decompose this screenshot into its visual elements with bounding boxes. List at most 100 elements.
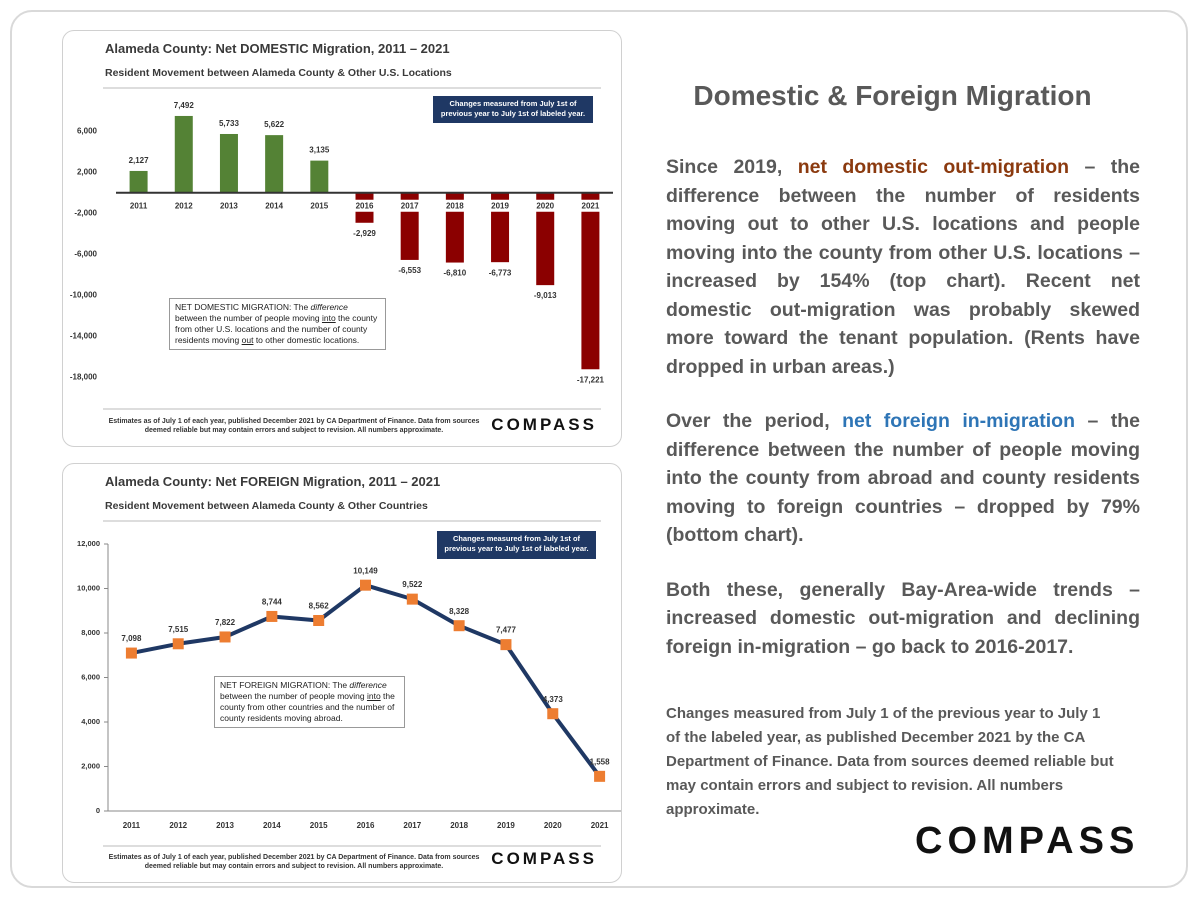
text-run: the county from other U.S. locations and… xyxy=(175,313,378,346)
y-tick-label: -18,000 xyxy=(70,372,98,381)
text-run: net foreign in-migration xyxy=(842,410,1075,432)
note-box: Changes measured from July 1st of previo… xyxy=(433,96,593,123)
x-tick-label: 2018 xyxy=(450,821,468,830)
x-tick-label: 2016 xyxy=(356,201,374,210)
x-tick-label: 2013 xyxy=(220,201,238,210)
panel-title: Domestic & Foreign Migration xyxy=(693,80,1092,111)
data-label: 8,562 xyxy=(309,602,330,611)
marker xyxy=(453,620,465,632)
paragraph: Over the period, net foreign in-migratio… xyxy=(666,407,1140,550)
y-tick-label: 2,000 xyxy=(77,167,98,176)
label-backdrop xyxy=(349,199,380,212)
data-label: -6,553 xyxy=(398,266,421,275)
text-run: Over the period, xyxy=(666,410,843,432)
bar xyxy=(265,135,284,193)
y-tick-label: -10,000 xyxy=(70,290,98,299)
marker xyxy=(594,770,606,782)
x-tick-label: 2020 xyxy=(544,821,562,830)
y-tick-label: 12,000 xyxy=(77,539,100,548)
y-tick-label: 8,000 xyxy=(81,628,100,637)
x-tick-label: 2011 xyxy=(130,201,148,210)
text-run: between the number of people moving xyxy=(220,691,367,702)
text-run: Since 2019, xyxy=(666,156,798,178)
label-backdrop xyxy=(259,199,290,212)
y-tick-label: 10,000 xyxy=(77,583,100,592)
text-run: NET FOREIGN MIGRATION: The xyxy=(220,680,350,690)
chart-title: Alameda County: Net FOREIGN Migration, 2… xyxy=(105,474,441,489)
marker xyxy=(219,631,231,643)
panel-footnote: Changes measured from July 1 of the prev… xyxy=(666,705,1114,818)
text-run: between the number of people moving xyxy=(175,313,322,324)
y-tick-label: -6,000 xyxy=(74,249,97,258)
data-label: 3,135 xyxy=(309,146,330,155)
bar xyxy=(536,192,555,286)
chart: 0 2,000 4,000 6,000 8,000 10,000 12,000 2011 201… xyxy=(77,520,621,847)
y-tick-label: 6,000 xyxy=(77,126,98,135)
label-backdrop xyxy=(485,199,516,212)
data-label: -9,013 xyxy=(534,291,557,300)
x-tick-label: 2018 xyxy=(446,201,464,210)
x-tick-label: 2012 xyxy=(175,201,193,210)
bar xyxy=(581,192,600,370)
y-tick-label: 4,000 xyxy=(81,717,100,726)
data-label: 7,515 xyxy=(168,625,189,634)
text-run: – the difference between the number of r… xyxy=(666,156,1140,378)
y-tick-label: 2,000 xyxy=(81,761,100,770)
bar xyxy=(174,115,193,193)
chart-card: 6,000 2,000 -2,000 -6,000 -10,000 -14,000 -18,… xyxy=(62,30,622,447)
marker xyxy=(172,638,184,650)
data-label: 7,492 xyxy=(174,101,195,110)
text-run: the county from other countries and the … xyxy=(220,691,395,724)
note-box: Changes measured from July 1st of previo… xyxy=(437,531,596,559)
chart-title: Alameda County: Net DOMESTIC Migration, … xyxy=(105,41,450,56)
bar xyxy=(310,160,329,193)
chart-subtitle: Resident Movement between Alameda County… xyxy=(105,67,452,79)
marker xyxy=(125,647,137,659)
panel-text: Since 2019, net domestic out-migration –… xyxy=(666,153,1140,687)
data-label: 9,522 xyxy=(402,580,423,589)
x-tick-label: 2016 xyxy=(357,821,375,830)
marker xyxy=(266,610,278,622)
data-label: 7,098 xyxy=(121,634,142,643)
logo: COMPASS xyxy=(915,820,1140,862)
data-label: 10,149 xyxy=(353,566,378,575)
text-run: net domestic out-migration xyxy=(797,156,1070,178)
logo: COMPASS xyxy=(491,849,597,868)
y-tick-label: 6,000 xyxy=(81,672,100,681)
data-label: 7,822 xyxy=(215,618,236,627)
x-tick-label: 2021 xyxy=(582,201,600,210)
data-label: -17,221 xyxy=(577,375,605,384)
text-run: Both these, generally Bay-Area-wide tren… xyxy=(666,578,1140,658)
label-backdrop xyxy=(168,199,199,212)
x-tick-label: 2017 xyxy=(401,201,419,210)
text-run: NET DOMESTIC MIGRATION: The xyxy=(175,302,311,312)
data-label: 1,558 xyxy=(590,757,611,766)
y-tick-label: 0 xyxy=(96,806,100,815)
x-tick-label: 2014 xyxy=(265,201,283,210)
y-tick-label: -2,000 xyxy=(74,208,97,217)
text-run: to other domestic locations. xyxy=(253,335,360,346)
marker xyxy=(360,579,371,591)
data-label: 8,328 xyxy=(449,607,470,616)
data-label: 2,127 xyxy=(129,156,150,165)
data-label: 8,744 xyxy=(262,598,283,607)
label-backdrop xyxy=(213,199,244,212)
text-run: – the difference between the number of p… xyxy=(666,410,1140,546)
label-backdrop xyxy=(304,199,335,212)
x-tick-label: 2013 xyxy=(216,821,234,830)
marker xyxy=(313,614,325,626)
text-run: into xyxy=(321,313,336,324)
label-backdrop xyxy=(394,199,425,212)
paragraph: Since 2019, net domestic out-migration –… xyxy=(666,153,1140,381)
label-backdrop xyxy=(123,199,154,212)
label-backdrop xyxy=(575,199,606,212)
data-label: 5,622 xyxy=(264,120,285,129)
y-tick-label: -14,000 xyxy=(70,331,98,340)
data-label: 4,373 xyxy=(543,695,564,704)
logo: COMPASS xyxy=(491,415,597,434)
label-backdrop xyxy=(439,199,470,212)
chart: 6,000 2,000 -2,000 -6,000 -10,000 -14,000 -18,… xyxy=(70,87,613,410)
x-tick-label: 2012 xyxy=(169,821,187,830)
bar xyxy=(219,133,238,193)
